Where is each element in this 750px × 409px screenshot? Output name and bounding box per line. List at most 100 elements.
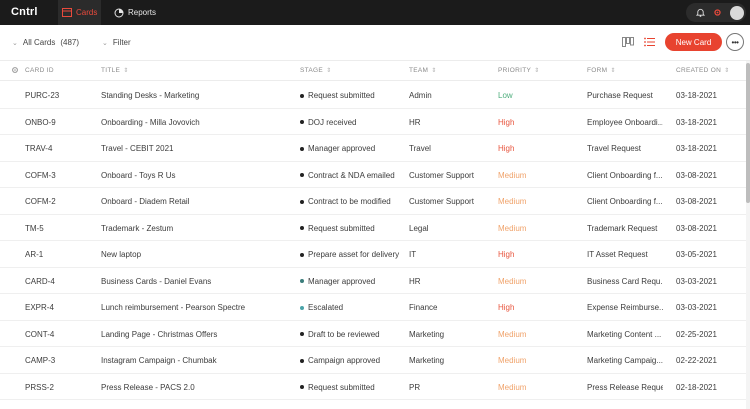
priority-label: High [498, 117, 515, 127]
table-row[interactable]: TRAV-4 Travel - CEBIT 2021 Manager approve… [0, 135, 746, 162]
stage-label: DOJ received [308, 117, 357, 127]
table-row[interactable]: COFM-2 Onboard - Diadem Retail Contract to… [0, 188, 746, 215]
created-date: 03-03-2021 [676, 276, 717, 286]
card-title[interactable]: Onboard - Diadem Retail [101, 197, 190, 206]
priority-label: Medium [498, 276, 527, 286]
filter-dropdown[interactable]: ⌄ Filter [102, 38, 131, 47]
card-id[interactable]: PRSS-2 [25, 382, 54, 392]
new-card-button[interactable]: New Card [665, 33, 722, 51]
table-row[interactable]: ONBO-9 Onboarding - Milla Jovovich DOJ rec… [0, 109, 746, 135]
table-body: PURC-23 Standing Desks - Marketing Request… [0, 82, 746, 400]
tab-reports[interactable]: Reports [110, 0, 160, 25]
column-header-label: STAGE [300, 67, 324, 74]
card-id[interactable]: CARD-4 [25, 276, 55, 286]
gear-icon[interactable] [11, 66, 19, 74]
more-options-button[interactable]: ••• [726, 33, 744, 51]
card-title[interactable]: Onboarding - Milla Jovovich [101, 117, 200, 127]
column-header-priority[interactable]: PRIORITY ⇕ [498, 67, 539, 74]
card-title[interactable]: New laptop [101, 250, 142, 259]
stage-label: Request submitted [308, 382, 375, 392]
created-date: 03-08-2021 [676, 170, 717, 180]
card-title[interactable]: Onboard - Toys R Us [101, 170, 176, 180]
card-id[interactable]: CAMP-3 [25, 356, 56, 365]
table-row[interactable]: TM-5 Trademark - Zestum Request submitted L… [0, 215, 746, 241]
list-view-icon[interactable] [644, 37, 655, 47]
table-row[interactable]: CAMP-3 Instagram Campaign - Chumbak Campai… [0, 347, 746, 374]
column-header-label: TITLE [101, 67, 121, 74]
priority-label: Medium [498, 356, 527, 365]
team-label: IT [409, 250, 417, 259]
card-title[interactable]: Standing Desks - Marketing [101, 91, 200, 100]
stage-label: Campaign approved [308, 356, 381, 365]
scrollbar-track[interactable] [746, 61, 750, 409]
all-cards-dropdown[interactable]: ⌄ All Cards (487) [12, 38, 79, 47]
all-cards-count: (487) [60, 38, 80, 47]
form-label: Business Card Requ... [587, 276, 663, 286]
stage-label: Contract to be modified [308, 197, 391, 206]
form-label: Press Release Request [587, 382, 663, 392]
stage-cell: Contract & NDA emailed [300, 171, 405, 180]
column-header-title[interactable]: TITLE ⇕ [101, 67, 129, 74]
bell-icon[interactable] [696, 8, 705, 17]
card-id[interactable]: EXPR-4 [25, 303, 54, 312]
table-row[interactable]: AR-1 New laptop Prepare asset for delivery… [0, 241, 746, 268]
card-title[interactable]: Travel - CEBIT 2021 [101, 144, 174, 153]
scrollbar-thumb[interactable] [746, 63, 750, 203]
gear-icon[interactable] [713, 8, 722, 17]
sort-icon: ⇕ [724, 68, 730, 74]
app-logo[interactable]: Cntrl [11, 6, 38, 18]
stage-status-dot [300, 146, 304, 151]
tab-cards[interactable]: Cards [58, 0, 102, 25]
column-header-stage[interactable]: STAGE ⇕ [300, 67, 331, 74]
stage-label: Manager approved [308, 144, 376, 153]
card-id[interactable]: AR-1 [25, 250, 44, 259]
column-header-card-id[interactable]: CARD ID [25, 67, 54, 74]
chevron-down-icon: ⌄ [102, 39, 108, 47]
card-id[interactable]: ONBO-9 [25, 117, 56, 127]
priority-label: Low [498, 91, 513, 100]
card-title[interactable]: Landing Page - Christmas Offers [101, 329, 218, 339]
card-title[interactable]: Instagram Campaign - Chumbak [101, 356, 217, 365]
card-id[interactable]: TM-5 [25, 223, 44, 233]
table-row[interactable]: CARD-4 Business Cards - Daniel Evans Manag… [0, 268, 746, 294]
team-label: PR [409, 382, 421, 392]
stage-label: Draft to be reviewed [308, 329, 380, 339]
stage-cell: Campaign approved [300, 356, 405, 365]
stage-status-dot [300, 385, 304, 389]
priority-label: Medium [498, 329, 527, 339]
table-row[interactable]: PURC-23 Standing Desks - Marketing Request… [0, 82, 746, 109]
created-date: 03-18-2021 [676, 144, 717, 153]
form-label: Client Onboarding f... [587, 170, 663, 180]
sort-icon: ⇕ [431, 68, 437, 74]
form-label: Trademark Request [587, 223, 658, 233]
table-row[interactable]: CONT-4 Landing Page - Christmas Offers Dra… [0, 321, 746, 347]
table-row[interactable]: PRSS-2 Press Release - PACS 2.0 Request su… [0, 374, 746, 400]
stage-cell: Escalated [300, 303, 405, 312]
priority-label: Medium [498, 197, 527, 206]
card-title[interactable]: Business Cards - Daniel Evans [101, 276, 212, 286]
card-title[interactable]: Trademark - Zestum [101, 223, 174, 233]
card-id[interactable]: CONT-4 [25, 329, 55, 339]
card-id[interactable]: COFM-2 [25, 197, 56, 206]
card-id[interactable]: TRAV-4 [25, 144, 53, 153]
stage-status-dot [300, 305, 304, 310]
stage-cell: DOJ received [300, 118, 405, 127]
avatar[interactable] [730, 5, 744, 20]
card-title[interactable]: Press Release - PACS 2.0 [101, 382, 195, 392]
column-header-form[interactable]: FORM ⇕ [587, 67, 616, 74]
team-label: Customer Support [409, 170, 474, 180]
stage-cell: Prepare asset for delivery [300, 250, 405, 259]
table-row[interactable]: EXPR-4 Lunch reimbursement - Pearson Spec… [0, 294, 746, 321]
form-label: Expense Reimburse... [587, 303, 663, 312]
table-row[interactable]: COFM-3 Onboard - Toys R Us Contract & NDA … [0, 162, 746, 188]
team-label: HR [409, 276, 421, 286]
stage-cell: Request submitted [300, 91, 405, 100]
priority-label: High [498, 250, 515, 259]
column-header-label: CARD ID [25, 67, 54, 74]
card-title[interactable]: Lunch reimbursement - Pearson Spectre [101, 303, 246, 312]
column-header-team[interactable]: TEAM ⇕ [409, 67, 437, 74]
board-view-icon[interactable] [622, 37, 634, 47]
card-id[interactable]: PURC-23 [25, 91, 60, 100]
card-id[interactable]: COFM-3 [25, 170, 56, 180]
column-header-created-on[interactable]: CREATED ON ⇕ [676, 67, 729, 74]
